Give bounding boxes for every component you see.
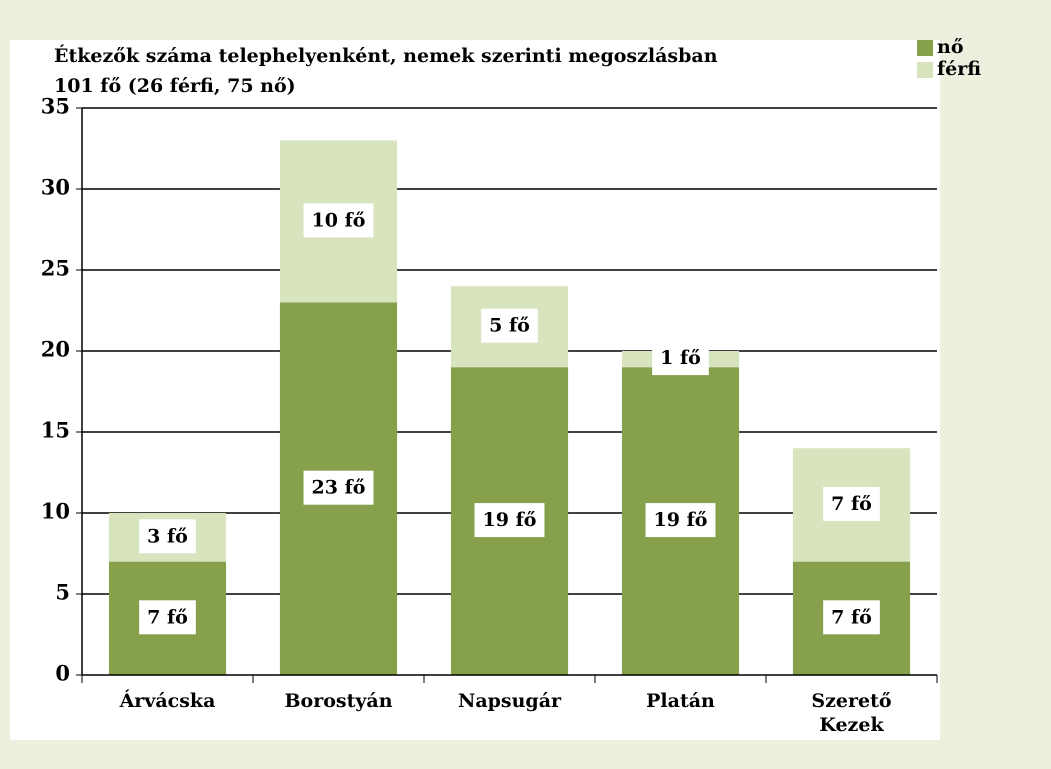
value-label: 7 fő [831,493,872,515]
value-label: 7 fő [147,606,188,628]
legend-swatch [917,40,933,56]
title-box [52,40,860,102]
value-label-box [139,600,196,635]
top-band [10,10,940,40]
chart-title: Étkezők száma telephelyenként, nemek sze… [54,44,718,67]
y-tick-label: 25 [41,256,70,281]
value-label-box [652,341,709,376]
y-tick-label: 10 [41,499,70,524]
value-label-box [645,503,716,538]
x-tick-label: Borostyán [284,690,393,712]
y-tick-label: 0 [55,661,70,686]
value-label: 5 fő [489,315,530,337]
value-label-box [481,308,538,343]
chart-subtitle: 101 fő (26 férfi, 75 nő) [54,75,296,97]
x-tick-label: Napsugár [457,690,562,712]
value-label-box [474,503,545,538]
value-label-box [303,470,374,505]
y-tick-label: 30 [41,175,70,200]
x-tick-label: Platán [646,690,715,712]
value-label: 23 fő [312,477,366,499]
legend-label: nő [937,36,964,58]
value-label-box [823,486,880,521]
value-label-box [303,203,374,238]
legend-swatch [917,62,933,78]
value-label: 19 fő [654,509,708,531]
y-tick-label: 5 [55,580,70,605]
x-tick-label: Árvácska [119,690,216,712]
x-tick-label: Szerető Kezek [811,690,892,736]
y-tick-label: 35 [41,94,70,119]
value-label: 3 fő [147,525,188,547]
value-label-box [823,600,880,635]
value-label: 19 fő [483,509,537,531]
value-label-box [139,519,196,554]
value-label: 10 fő [312,209,366,231]
y-tick-label: 20 [41,337,70,362]
legend-label: férfi [937,58,981,80]
value-label: 1 fő [660,347,701,369]
y-tick-label: 15 [41,418,70,443]
value-label: 7 fő [831,606,872,628]
